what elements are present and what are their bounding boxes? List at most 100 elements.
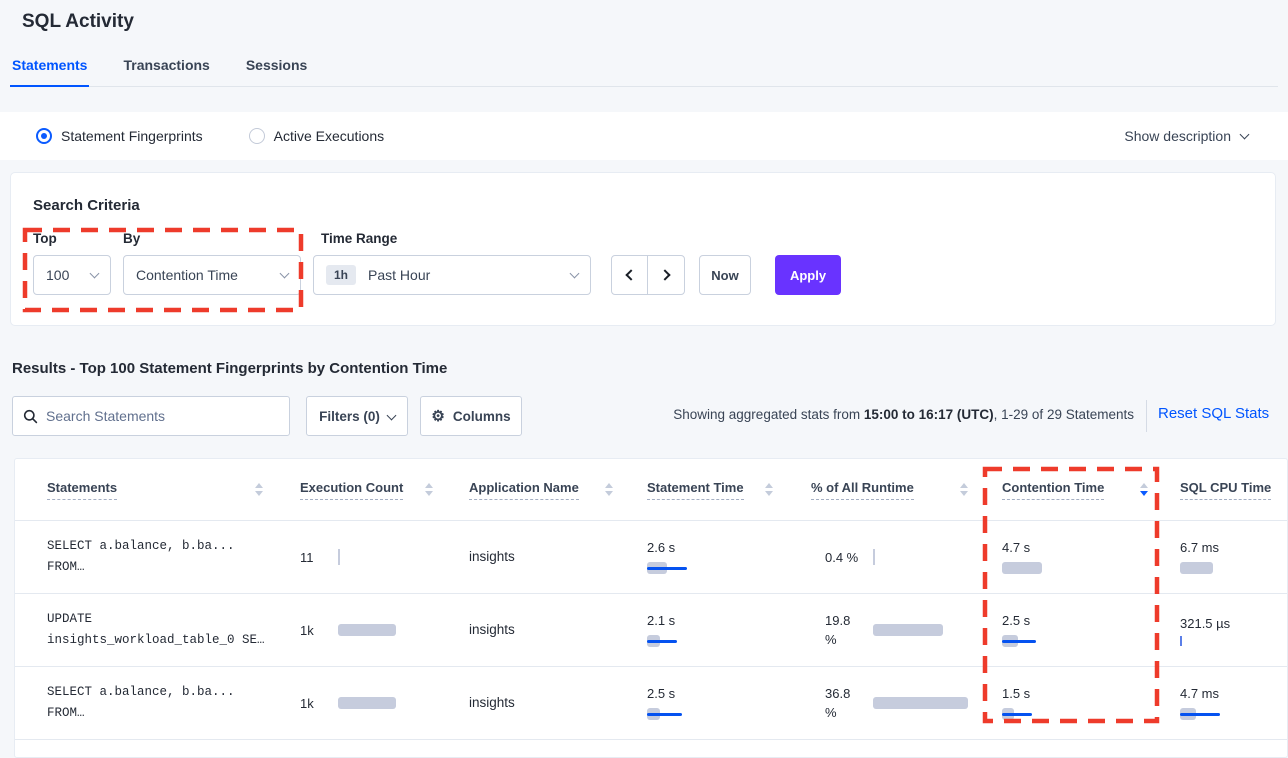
by-select[interactable]: Contention Time bbox=[123, 255, 301, 295]
by-label: By bbox=[123, 231, 141, 246]
sort-icon-active-desc[interactable] bbox=[1140, 483, 1148, 496]
gear-icon: ⚙ bbox=[431, 407, 445, 425]
radio-statement-fingerprints[interactable]: Statement Fingerprints bbox=[36, 128, 203, 144]
runtime-pct-cell: 36.8 % bbox=[791, 684, 986, 722]
radio-unselected-icon bbox=[248, 128, 265, 144]
view-toggle-bar: Statement Fingerprints Active Executions… bbox=[0, 112, 1288, 160]
tab-sessions[interactable]: Sessions bbox=[245, 57, 308, 73]
column-header-contention-time[interactable]: Contention Time bbox=[986, 480, 1166, 500]
sort-icon[interactable] bbox=[765, 483, 773, 496]
contention-time-cell: 1.5 s bbox=[986, 686, 1166, 720]
runtime-pct-bar bbox=[873, 624, 973, 636]
runtime-pct-bar bbox=[873, 697, 973, 709]
statement-time-cell: 2.5 s bbox=[631, 686, 791, 720]
runtime-pct-cell: 0.4 % bbox=[791, 548, 986, 567]
time-range-badge: 1h bbox=[326, 265, 357, 285]
search-criteria-panel: Search Criteria Top By Time Range 100 Co… bbox=[10, 172, 1276, 326]
contention-time-cell: 4.7 s bbox=[986, 540, 1166, 574]
results-title: Results - Top 100 Statement Fingerprints… bbox=[12, 360, 448, 377]
sql-cpu-time-cell: 6.7 ms bbox=[1166, 540, 1287, 574]
apply-button[interactable]: Apply bbox=[775, 255, 841, 295]
sql-cpu-time-bar bbox=[1180, 635, 1280, 647]
radio-label: Statement Fingerprints bbox=[61, 128, 203, 144]
filters-label: Filters (0) bbox=[319, 408, 380, 424]
sort-icon[interactable] bbox=[255, 483, 263, 496]
chevron-down-icon bbox=[386, 410, 397, 420]
table-row[interactable]: SELECT a.balance, b.ba... FROM… 11 insig… bbox=[15, 521, 1287, 594]
column-header-execution-count[interactable]: Execution Count bbox=[281, 480, 451, 500]
execution-count-bar bbox=[338, 624, 408, 636]
statement-time-bar bbox=[647, 562, 767, 574]
sort-icon[interactable] bbox=[605, 483, 613, 496]
by-select-value: Contention Time bbox=[136, 267, 238, 283]
chevron-down-icon bbox=[89, 268, 100, 278]
table-row[interactable]: UPDATE insights_workload_table_0 SE… 1k … bbox=[15, 594, 1287, 667]
column-header-statement-time[interactable]: Statement Time bbox=[631, 480, 791, 500]
radio-selected-icon bbox=[36, 128, 52, 144]
column-header-application-name[interactable]: Application Name bbox=[451, 480, 631, 500]
stats-time-range: 15:00 to 16:17 (UTC) bbox=[863, 407, 994, 422]
time-range-select[interactable]: 1h Past Hour bbox=[313, 255, 591, 295]
statement-time-bar bbox=[647, 708, 767, 720]
time-range-label: Time Range bbox=[321, 231, 398, 246]
next-time-range-button[interactable] bbox=[648, 256, 684, 294]
sort-icon[interactable] bbox=[425, 483, 433, 496]
reset-sql-stats-link[interactable]: Reset SQL Stats bbox=[1158, 405, 1270, 422]
sql-cpu-time-bar bbox=[1180, 708, 1280, 720]
statement-cell[interactable]: SELECT a.balance, b.ba... FROM… bbox=[47, 539, 235, 574]
tab-statements[interactable]: Statements bbox=[10, 57, 90, 87]
chevron-down-icon bbox=[1239, 129, 1250, 139]
show-description-toggle[interactable]: Show description bbox=[1124, 128, 1250, 144]
statement-cell[interactable]: UPDATE insights_workload_table_0 SE… bbox=[47, 612, 265, 647]
column-header-statements[interactable]: Statements bbox=[15, 480, 281, 500]
now-button[interactable]: Now bbox=[699, 255, 751, 295]
search-statements-input[interactable] bbox=[46, 408, 279, 424]
statements-table: Statements Execution Count Application N… bbox=[14, 458, 1288, 758]
runtime-pct-cell: 19.8 % bbox=[791, 611, 986, 649]
table-header-row: Statements Execution Count Application N… bbox=[15, 459, 1287, 521]
statement-time-cell: 2.6 s bbox=[631, 540, 791, 574]
tab-bar: Statements Transactions Sessions bbox=[10, 57, 1278, 87]
table-row[interactable]: SELECT a.balance, b.ba... FROM… 1k insig… bbox=[15, 667, 1287, 740]
runtime-pct-bar bbox=[873, 549, 973, 565]
execution-count-bar bbox=[338, 697, 408, 709]
chevron-down-icon bbox=[279, 268, 290, 278]
contention-time-bar bbox=[1002, 635, 1122, 647]
sort-icon[interactable] bbox=[960, 483, 968, 496]
statement-time-bar bbox=[647, 635, 767, 647]
columns-button[interactable]: ⚙ Columns bbox=[420, 396, 522, 436]
filters-button[interactable]: Filters (0) bbox=[306, 396, 408, 436]
top-select-value: 100 bbox=[46, 267, 70, 283]
execution-count-cell: 1k bbox=[281, 623, 451, 638]
tab-transactions[interactable]: Transactions bbox=[123, 57, 210, 73]
radio-active-executions[interactable]: Active Executions bbox=[248, 128, 384, 144]
top-label: Top bbox=[33, 231, 57, 246]
search-statements-box bbox=[12, 396, 290, 436]
chevron-right-icon bbox=[658, 269, 671, 281]
columns-label: Columns bbox=[452, 408, 511, 424]
page-title: SQL Activity bbox=[22, 11, 134, 32]
contention-time-bar bbox=[1002, 708, 1122, 720]
show-description-label: Show description bbox=[1124, 128, 1231, 144]
execution-count-cell: 11 bbox=[281, 549, 451, 565]
time-range-pager bbox=[611, 255, 685, 295]
statement-time-cell: 2.1 s bbox=[631, 613, 791, 647]
application-name-cell: insights bbox=[469, 622, 515, 637]
toolbar-divider bbox=[1146, 400, 1147, 432]
previous-time-range-button[interactable] bbox=[612, 256, 648, 294]
contention-time-cell: 2.5 s bbox=[986, 613, 1166, 647]
application-name-cell: insights bbox=[469, 695, 515, 710]
time-range-value: Past Hour bbox=[368, 267, 431, 283]
search-criteria-title: Search Criteria bbox=[33, 197, 140, 214]
application-name-cell: insights bbox=[469, 549, 515, 564]
sql-cpu-time-cell: 4.7 ms bbox=[1166, 686, 1287, 720]
aggregated-stats-text: Showing aggregated stats from 15:00 to 1… bbox=[673, 407, 1134, 422]
search-icon bbox=[23, 409, 38, 423]
chevron-down-icon bbox=[569, 268, 580, 278]
top-select[interactable]: 100 bbox=[33, 255, 111, 295]
sql-cpu-time-bar bbox=[1180, 562, 1280, 574]
column-header-sql-cpu-time[interactable]: SQL CPU Time bbox=[1166, 480, 1288, 500]
statement-cell[interactable]: SELECT a.balance, b.ba... FROM… bbox=[47, 685, 235, 720]
column-header-runtime-pct[interactable]: % of All Runtime bbox=[791, 480, 986, 500]
contention-time-bar bbox=[1002, 562, 1122, 574]
